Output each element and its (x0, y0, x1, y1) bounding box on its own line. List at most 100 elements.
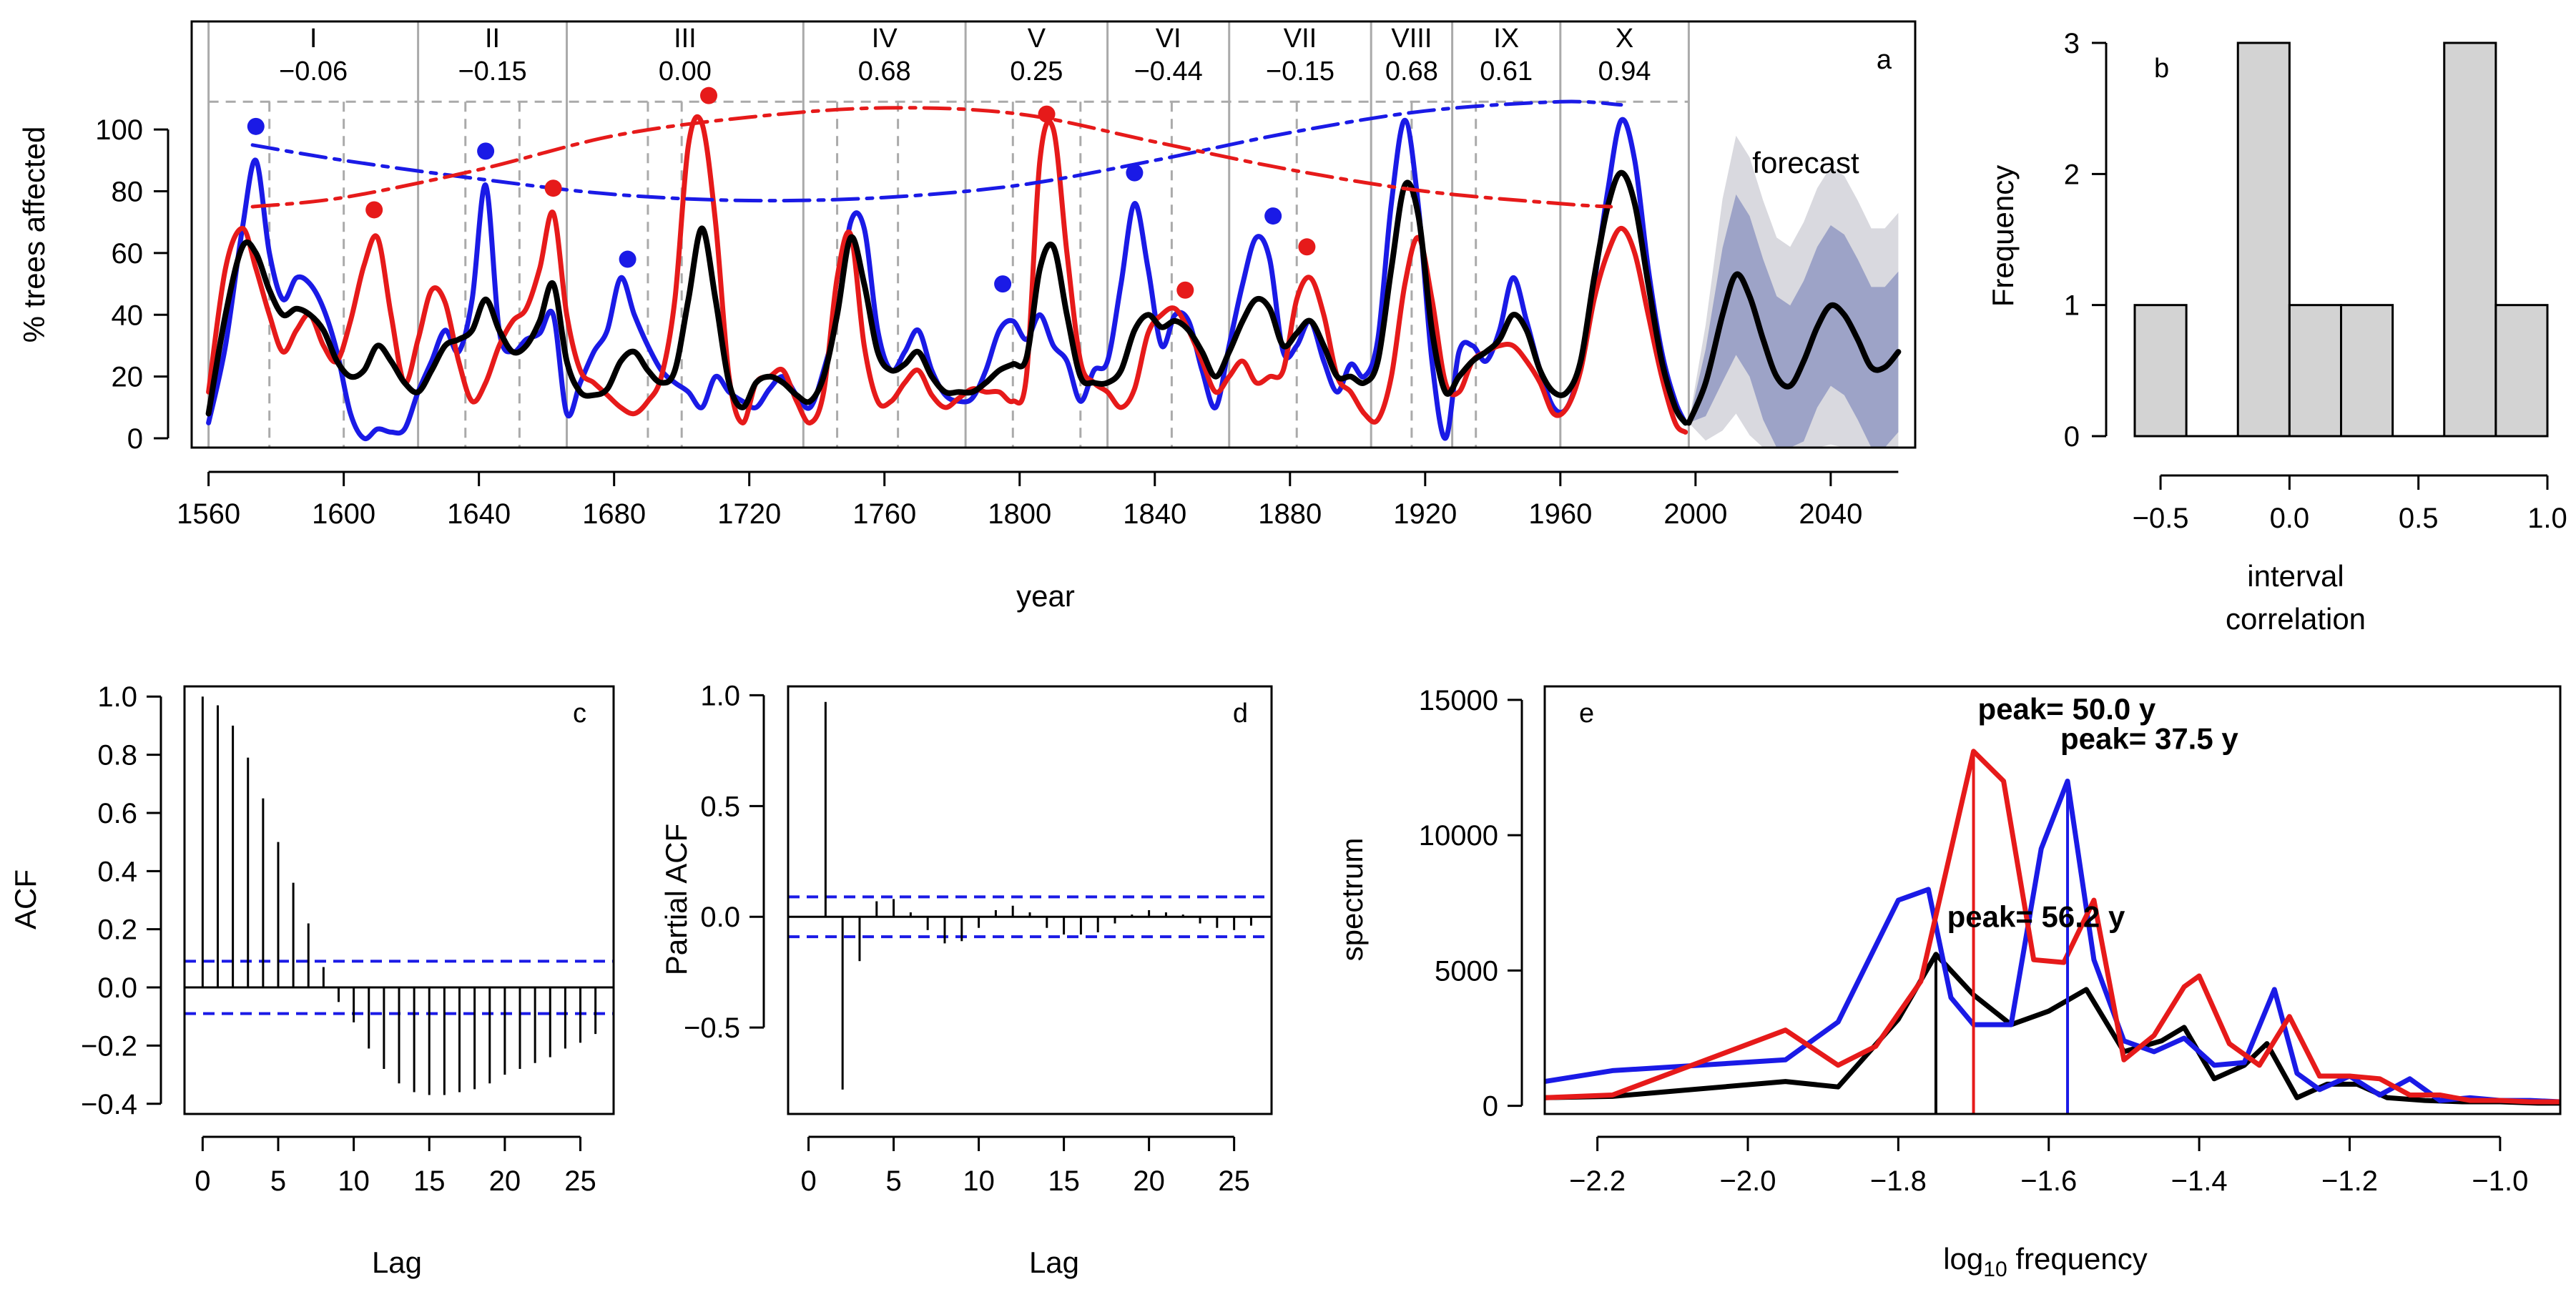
x-tick-label: 1.0 (2527, 503, 2567, 534)
interval-correlation: 0.00 (659, 56, 712, 87)
panel-e: −2.2 −2.0 −1.8 −1.6 −1.4 −1.2 −1.0 0 5000 10000 15… (1335, 685, 2562, 1281)
x-tick-label: −2.2 (1569, 1165, 1626, 1197)
x-tick-label: −1.2 (2321, 1165, 2378, 1197)
panel-a-letter: a (1877, 45, 1892, 75)
histogram-bars (2133, 41, 2549, 438)
interval-roman: VIII (1391, 24, 1432, 54)
panel-c-letter: c (573, 699, 586, 729)
series-blue-trend (250, 99, 1623, 203)
x-tick-label: 1760 (852, 498, 916, 530)
y-tick-label: 60 (112, 238, 144, 270)
x-tick-label: 1800 (988, 498, 1051, 530)
x-tick-label: 5 (270, 1165, 286, 1197)
panel-e-letter: e (1579, 699, 1594, 729)
series-red (206, 114, 1688, 435)
y-tick-label: 2 (2064, 159, 2080, 190)
x-tick-label: 0.5 (2399, 503, 2439, 534)
x-tick-label: 2040 (1799, 498, 1862, 530)
red-peak-dot (1298, 238, 1316, 256)
y-tick-label: 100 (95, 114, 143, 146)
x-tick-label: −2.0 (1720, 1165, 1776, 1197)
interval-roman: IV (872, 24, 898, 54)
x-tick-label: 1840 (1123, 498, 1186, 530)
red-peak-dot (544, 179, 562, 197)
x-tick-label: 10 (338, 1165, 370, 1197)
x-tick-label: 20 (489, 1165, 521, 1197)
panel-d-axes: 0 5 10 15 20 25 −0.5 0.0 0.5 1.0 (684, 680, 1250, 1197)
x-tick-label: 15 (413, 1165, 446, 1197)
x-tick-label: −1.0 (2472, 1165, 2528, 1197)
panel-d: 0 5 10 15 20 25 −0.5 0.0 0.5 1.0 d Lag Partial AC… (659, 680, 1273, 1279)
y-tick-label: 40 (112, 300, 144, 331)
panel-c-axes: 0 5 10 15 20 25 −0.4 −0.2 0.0 0.2 0.4 0.6 0.8 1.0 (81, 681, 596, 1197)
x-tick-label: 1720 (717, 498, 781, 530)
interval-correlation: 0.25 (1010, 56, 1063, 87)
panel-d-xlabel: Lag (1029, 1246, 1079, 1279)
y-tick-label: 0.8 (97, 740, 137, 771)
x-tick-label: 10 (963, 1165, 995, 1197)
y-tick-label: 0 (2064, 421, 2080, 453)
peak-label: peak= 37.5 y (2060, 721, 2238, 755)
x-tick-label: 25 (1218, 1165, 1250, 1197)
interval-roman: II (485, 24, 500, 54)
x-tick-label: 1640 (447, 498, 511, 530)
panel-a-ylabel: % trees affected (17, 127, 51, 343)
panel-c-xlabel: Lag (372, 1246, 422, 1279)
interval-correlation: 0.94 (1598, 56, 1651, 87)
red-peak-dot (700, 87, 717, 104)
y-tick-label: 3 (2064, 28, 2080, 59)
x-tick-label: 20 (1133, 1165, 1165, 1197)
y-tick-label: 80 (112, 177, 144, 208)
x-tick-label: 1960 (1528, 498, 1592, 530)
y-tick-label: 20 (112, 362, 144, 393)
forecast-interval-bands (1688, 135, 1899, 448)
blue-peak-dot (477, 142, 495, 160)
panel-b-xlabel-line2: correlation (2226, 602, 2366, 636)
histogram-bar (2494, 304, 2549, 438)
interval-boundary-lines (207, 21, 1690, 448)
peak-label: peak= 56.2 y (1947, 900, 2125, 934)
panel-a-axes: 1560 1600 1640 1680 1720 1760 1800 1840 1880 1920… (95, 114, 1899, 530)
interval-labels: I−0.06II−0.15III0.00IV0.68V0.25VI−0.44VI… (279, 24, 1651, 87)
histogram-bar (2340, 304, 2394, 438)
interval-roman: X (1616, 24, 1633, 54)
interval-correlation: −0.15 (458, 56, 526, 87)
y-tick-label: 0.2 (97, 914, 137, 946)
y-tick-label: 0.4 (97, 856, 137, 887)
x-tick-label: 2000 (1663, 498, 1727, 530)
peak-label: peak= 50.0 y (1978, 692, 2156, 726)
y-tick-label: −0.2 (81, 1030, 137, 1062)
panel-e-xlabel: log10 frequency (1943, 1242, 2148, 1281)
interval-correlation: −0.44 (1134, 56, 1203, 87)
series-forecast (1686, 271, 1902, 426)
y-tick-label: 5000 (1435, 955, 1498, 987)
peak-markers (247, 87, 1316, 299)
histogram-bar (2236, 41, 2291, 438)
red-peak-dot (1038, 105, 1056, 123)
y-tick-label: 10000 (1419, 820, 1498, 852)
blue-peak-dot (994, 275, 1012, 293)
histogram-bar (2133, 304, 2188, 438)
spectrum-black (1544, 952, 2560, 1106)
x-tick-label: −0.5 (2133, 503, 2189, 534)
pacf-bars (788, 701, 1272, 1090)
panel-c-frame (183, 685, 615, 1115)
interval-correlation: −0.06 (279, 56, 348, 87)
panel-e-axes: −2.2 −2.0 −1.8 −1.6 −1.4 −1.2 −1.0 0 5000 10000 15… (1419, 685, 2529, 1197)
y-tick-label: 1 (2064, 290, 2080, 322)
blue-peak-dot (619, 250, 636, 268)
x-tick-label: 5 (885, 1165, 901, 1197)
blue-peak-dot (1126, 164, 1144, 182)
x-tick-label: 1600 (312, 498, 375, 530)
panel-a-frame (190, 20, 1917, 449)
interval-roman: V (1028, 24, 1046, 54)
xlabel-suffix: frequency (2007, 1242, 2148, 1276)
x-tick-label: 0 (195, 1165, 210, 1197)
interval-roman: IX (1493, 24, 1519, 54)
red-peak-dot (365, 201, 383, 219)
spectrum-lines (1544, 749, 2561, 1114)
red-peak-dot (1176, 281, 1194, 299)
panel-b-xlabel: interval (2247, 559, 2344, 593)
panel-d-frame (787, 685, 1273, 1115)
